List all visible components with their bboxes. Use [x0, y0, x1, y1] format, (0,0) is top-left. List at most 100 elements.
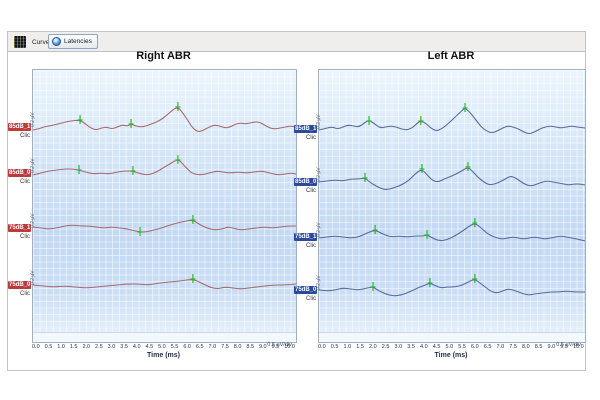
latency-marker[interactable] [419, 164, 425, 173]
latency-marker[interactable] [427, 278, 433, 287]
trace-label-85dB_0[interactable]: 85dB_0 Clic [8, 162, 32, 185]
intensity-label: 75dB_0 [294, 286, 318, 294]
trace-label-85dB_1[interactable]: 85dB_1 Clic [8, 116, 32, 139]
x-tick: 1.5 [356, 344, 364, 350]
latency-marker[interactable] [462, 103, 468, 112]
latency-marker[interactable] [175, 102, 181, 111]
panel-right-abr: Right ABR 85dB_1 Clic 85dB_0 Clic 75dB_1 Clic… [8, 50, 308, 372]
trace-vertical-scale: 0.2 µV [30, 112, 36, 127]
left-abr-traces [319, 103, 585, 297]
x-tick: 2.5 [381, 344, 390, 350]
trace-vertical-scale: 0.2 µV [30, 158, 36, 173]
latency-marker[interactable] [175, 155, 181, 164]
latency-marker[interactable] [77, 115, 83, 124]
trace-75dB_1 [319, 223, 585, 242]
latency-marker[interactable] [190, 274, 196, 283]
x-tick: 9.0 [258, 344, 267, 350]
right-abr-chart[interactable]: 0.5 µV/div. 0.2 µV 0.2 µV 0.2 µV 0.2 µV [30, 69, 297, 348]
latency-marker[interactable] [465, 162, 471, 171]
latency-marker[interactable] [372, 225, 378, 234]
trace-label-75dB_1[interactable]: 75dB_1 Clic [294, 226, 318, 249]
x-tick: 0.5 [44, 344, 53, 350]
intensity-label: 85dB_1 [8, 123, 32, 131]
x-tick: 4.5 [145, 344, 154, 350]
trace-label-75dB_0[interactable]: 75dB_0 Clic [294, 279, 318, 302]
intensity-label: 85dB_0 [8, 169, 32, 177]
stimulus-label: Clic [306, 135, 316, 141]
x-tick: 10.0 [573, 344, 584, 350]
latency-marker[interactable] [76, 165, 82, 174]
trace-85dB_1 [319, 108, 585, 135]
latency-marker[interactable] [130, 166, 136, 175]
amplitude-scale-note: 0.5 µV/div. [319, 332, 585, 348]
waveform-thumbnail-icon [14, 36, 26, 48]
trace-vertical-scale: 0.2 µV [30, 213, 36, 228]
stimulus-label: Clic [306, 296, 316, 302]
right-trace-labels: 85dB_1 Clic 85dB_0 Clic 75dB_1 Clic 75dB_0 Clic [8, 69, 32, 341]
left-abr-chart[interactable]: 0.5 µV/div. 0.2 µV 0.2 µV 0.2 µV 0.2 µV [316, 69, 586, 348]
x-tick: 5.5 [170, 344, 179, 350]
x-tick: 7.5 [221, 344, 229, 350]
trace-85dB_1 [33, 107, 296, 132]
x-tick: 1.5 [69, 344, 78, 350]
x-tick: 4.5 [432, 344, 441, 350]
tab-curves-label: Curves [32, 38, 53, 46]
x-tick: 10.0 [284, 344, 295, 350]
x-tick: 7.0 [208, 344, 217, 350]
left-x-axis-ticks: 0.0 0.5 1.0 1.5 2.0 2.5 3.0 3.5 4.0 4.5 5.0 5.5 6.0 6… [318, 343, 584, 351]
trace-vertical-scale: 0.2 µV [316, 222, 322, 237]
x-tick: 2.5 [95, 344, 103, 350]
trace-vertical-scale: 0.2 µV [316, 114, 322, 129]
trace-label-75dB_1[interactable]: 75dB_1 Clic [8, 217, 32, 240]
left-x-axis-label: Time (ms) [434, 352, 468, 359]
left-abr-title: Left ABR [427, 50, 475, 62]
latency-marker[interactable] [424, 230, 430, 239]
x-tick: 5.0 [158, 344, 166, 350]
intensity-label: 85dB_1 [294, 125, 318, 133]
trace-85dB_0 [319, 167, 585, 190]
latency-marker[interactable] [190, 215, 196, 224]
latency-marker[interactable] [366, 116, 372, 125]
latency-marker[interactable] [370, 282, 376, 291]
latency-marker[interactable] [472, 274, 478, 283]
x-tick: 6.5 [195, 344, 204, 350]
x-tick: 8.5 [534, 344, 543, 350]
latency-marker[interactable] [472, 218, 478, 227]
trace-75dB_0 [33, 279, 296, 290]
latency-marker[interactable] [362, 173, 368, 182]
x-tick: 8.0 [522, 344, 530, 350]
tab-curves[interactable]: Curves [28, 34, 57, 50]
x-tick: 0.5 [330, 344, 339, 350]
right-x-axis-ticks: 0.0 0.5 1.0 1.5 2.0 2.5 3.0 3.5 4.0 4.5 5.0 5.5 6.0 6… [32, 343, 295, 351]
x-tick: 5.0 [445, 344, 454, 350]
trace-vertical-scale: 0.2 µV [316, 275, 322, 290]
latency-marker[interactable] [128, 119, 134, 128]
stimulus-label: Clic [20, 133, 30, 139]
x-tick: 2.0 [369, 344, 377, 350]
x-tick: 3.5 [407, 344, 415, 350]
trace-85dB_0 [33, 159, 296, 176]
right-x-axis-label: Time (ms) [147, 352, 180, 359]
x-tick: 4.0 [420, 344, 428, 350]
trace-label-75dB_0[interactable]: 75dB_0 Clic [8, 274, 32, 297]
stimulus-label: Clic [20, 234, 30, 240]
x-tick: 2.0 [82, 344, 91, 350]
x-tick: 3.0 [394, 344, 403, 350]
latency-marker[interactable] [137, 227, 143, 236]
x-tick: 9.5 [560, 344, 568, 350]
latency-marker[interactable] [418, 116, 424, 125]
x-tick: 6.0 [183, 344, 191, 350]
trace-label-85dB_0[interactable]: 85dB_0 Clic [294, 171, 318, 194]
tab-latencies[interactable]: Latencies [48, 34, 98, 49]
trace-75dB_1 [33, 219, 296, 233]
x-tick: 5.5 [458, 344, 466, 350]
trace-label-85dB_1[interactable]: 85dB_1 Clic [294, 118, 318, 141]
intensity-label: 75dB_0 [8, 281, 32, 289]
tab-latencies-label: Latencies [64, 38, 92, 45]
x-tick: 7.0 [496, 344, 505, 350]
x-tick: 3.5 [120, 344, 128, 350]
trace-vertical-scale: 0.2 µV [30, 270, 36, 285]
stimulus-label: Clic [306, 188, 316, 194]
left-trace-labels: 85dB_1 Clic 85dB_0 Clic 75dB_1 Clic 75dB_0 Clic [294, 69, 318, 341]
x-tick: 0.0 [318, 344, 326, 350]
